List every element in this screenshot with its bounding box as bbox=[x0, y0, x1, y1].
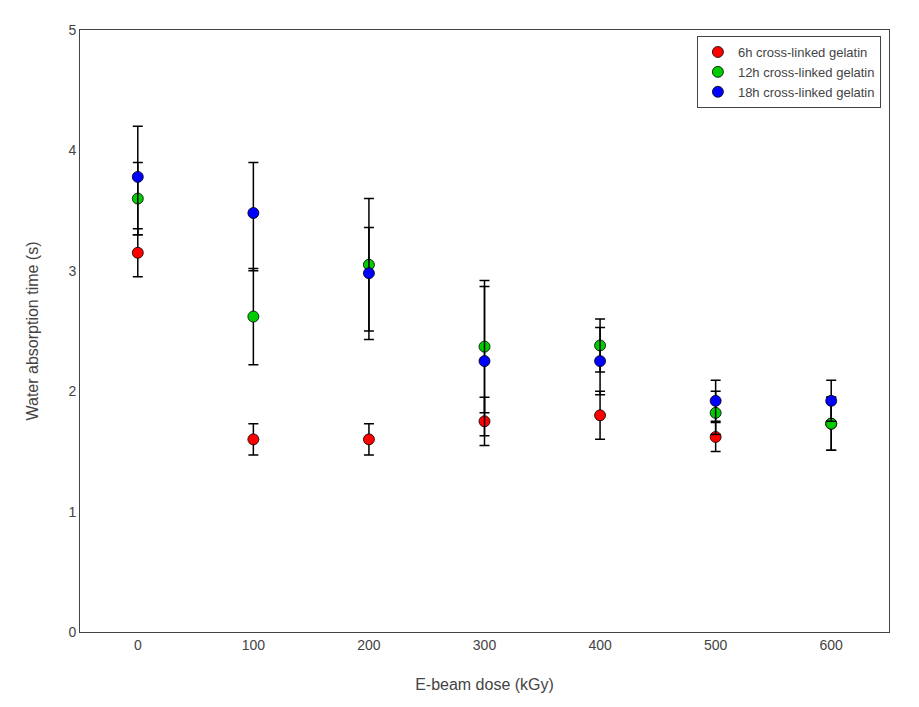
svg-text:400: 400 bbox=[588, 637, 612, 653]
svg-text:0: 0 bbox=[68, 624, 76, 640]
svg-text:200: 200 bbox=[357, 637, 381, 653]
svg-text:5: 5 bbox=[68, 22, 76, 38]
svg-text:500: 500 bbox=[704, 637, 728, 653]
svg-text:E-beam dose (kGy): E-beam dose (kGy) bbox=[415, 676, 554, 693]
svg-text:0: 0 bbox=[134, 637, 142, 653]
svg-text:Water absorption time (s): Water absorption time (s) bbox=[24, 241, 41, 420]
svg-text:18h cross-linked gelatin: 18h cross-linked gelatin bbox=[738, 85, 875, 100]
svg-text:100: 100 bbox=[242, 637, 266, 653]
svg-text:300: 300 bbox=[473, 637, 497, 653]
svg-text:4: 4 bbox=[68, 142, 76, 158]
svg-text:3: 3 bbox=[68, 263, 76, 279]
svg-text:1: 1 bbox=[68, 504, 76, 520]
svg-text:12h cross-linked gelatin: 12h cross-linked gelatin bbox=[738, 65, 875, 80]
svg-text:600: 600 bbox=[820, 637, 844, 653]
svg-text:6h cross-linked gelatin: 6h cross-linked gelatin bbox=[738, 45, 867, 60]
svg-text:2: 2 bbox=[68, 383, 76, 399]
